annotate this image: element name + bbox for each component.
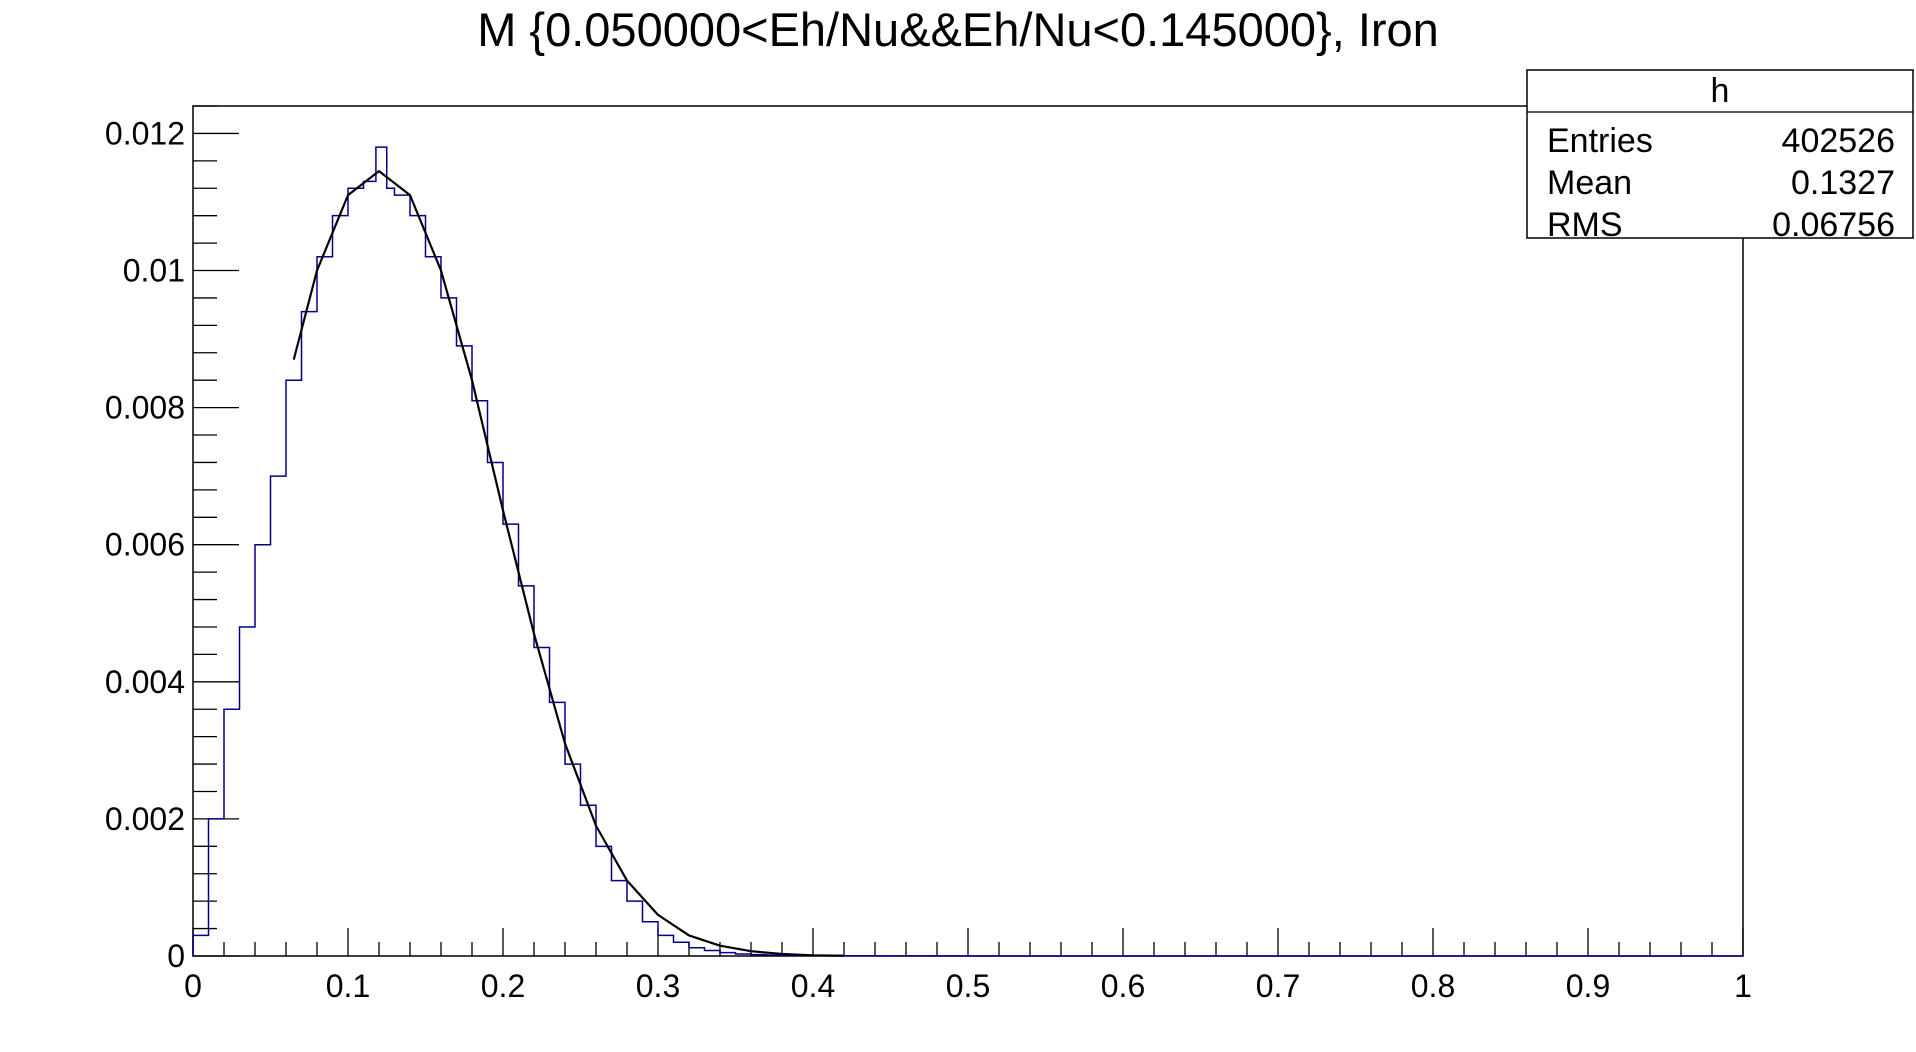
stats-row-label: Mean bbox=[1547, 164, 1632, 202]
y-tick-label: 0.006 bbox=[105, 527, 185, 563]
stats-row-value: 0.06756 bbox=[1772, 206, 1895, 244]
stats-box-title: h bbox=[1711, 72, 1730, 110]
x-tick-label: 0.7 bbox=[1256, 968, 1300, 1004]
stats-box-frame bbox=[1526, 69, 1914, 239]
x-tick-label: 0.3 bbox=[636, 968, 680, 1004]
stats-row-value: 0.1327 bbox=[1791, 164, 1895, 202]
x-tick-label: 0.5 bbox=[946, 968, 990, 1004]
x-tick-label: 0.2 bbox=[481, 968, 525, 1004]
stats-row-label: RMS bbox=[1547, 206, 1623, 244]
series-layer bbox=[192, 146, 1744, 957]
stats-row-label: Entries bbox=[1547, 122, 1653, 160]
histogram-series bbox=[192, 146, 1744, 957]
y-tick-label: 0.004 bbox=[105, 664, 185, 700]
x-tick-label: 0.8 bbox=[1411, 968, 1455, 1004]
x-tick-label: 0.1 bbox=[326, 968, 370, 1004]
x-tick-label: 0.9 bbox=[1566, 968, 1610, 1004]
y-tick-label: 0 bbox=[167, 938, 185, 974]
x-axis: 0 0.1 0.2 0.3 0.4 0.5 0.6 0.7 0.8 0.9 1 bbox=[184, 928, 1752, 1004]
x-tick-label: 0 bbox=[184, 968, 202, 1004]
stats-box: h Entries 402526 Mean 0.1327 RMS 0.06756 bbox=[1526, 69, 1914, 244]
y-tick-label: 0.01 bbox=[123, 253, 185, 289]
y-tick-label: 0.008 bbox=[105, 390, 185, 426]
fit-curve bbox=[292, 170, 845, 957]
y-tick-label: 0.012 bbox=[105, 115, 185, 151]
y-tick-label: 0.002 bbox=[105, 801, 185, 837]
x-tick-label: 0.4 bbox=[791, 968, 835, 1004]
chart-title: M {0.050000<Eh/Nu&&Eh/Nu<0.145000}, Iron bbox=[477, 3, 1439, 56]
x-tick-label: 0.6 bbox=[1101, 968, 1145, 1004]
y-axis: 0 0.002 0.004 0.006 0.008 0.01 0.012 bbox=[105, 105, 239, 974]
x-tick-label: 1 bbox=[1734, 968, 1752, 1004]
stats-row-value: 402526 bbox=[1782, 122, 1895, 160]
